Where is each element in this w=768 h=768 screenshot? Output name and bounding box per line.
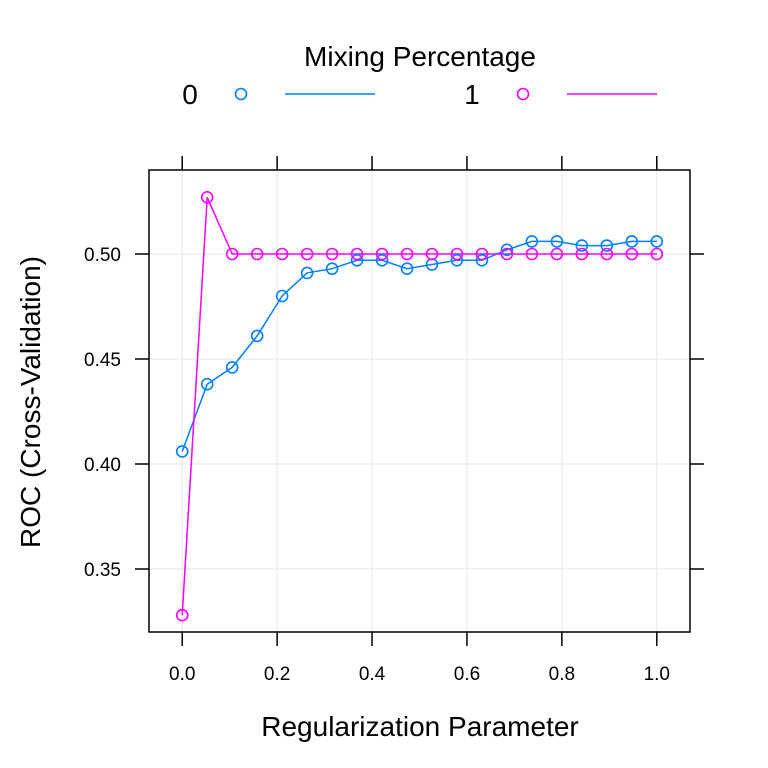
series-0-point [525, 235, 539, 248]
series-0-point [375, 253, 389, 267]
series-1-point [650, 247, 664, 261]
series-0-line [181, 240, 657, 452]
series-1-point [325, 247, 339, 261]
x-tick-label: 0.0 [169, 664, 195, 685]
legend-label-0: 0 [182, 79, 198, 110]
y-axis-label: ROC (Cross-Validation) [15, 256, 46, 548]
series-1-point [500, 247, 514, 261]
y-tick-label: 0.50 [84, 245, 121, 266]
series-1-point [300, 247, 314, 261]
plot-border [148, 169, 691, 633]
legend-title: Mixing Percentage [304, 41, 536, 72]
series-1-point [400, 247, 414, 261]
x-tick-label: 0.2 [264, 664, 290, 685]
series-1-point [175, 608, 189, 622]
legend-marker-0 [234, 87, 248, 101]
series-1-point [450, 247, 464, 261]
series-0-point [400, 262, 414, 276]
x-axis-label: Regularization Parameter [261, 711, 579, 742]
series-0-point [350, 253, 364, 267]
series-1-point [425, 247, 439, 261]
series-0-point [650, 235, 664, 248]
series-0-point [500, 243, 514, 257]
series-0-point [550, 235, 564, 248]
series-0-point [250, 329, 264, 343]
legend: Mixing Percentage 0 1 [182, 41, 657, 110]
series-0-point [450, 253, 464, 267]
series-0-point [200, 377, 214, 391]
series-1-line [181, 196, 657, 616]
series-1-point [625, 247, 639, 261]
legend-label-1: 1 [464, 79, 480, 110]
series-1-point [375, 247, 389, 261]
y-tick-label: 0.35 [84, 560, 121, 581]
x-tick-label: 0.6 [454, 664, 480, 685]
series-1-point [575, 247, 589, 261]
series-1-point [350, 247, 364, 261]
series-0-point [475, 253, 489, 267]
series-0-point [625, 235, 639, 248]
series-1-point [225, 247, 239, 261]
series-0-point [325, 262, 339, 276]
series-points [175, 191, 664, 622]
series-1-point [475, 247, 489, 261]
series-1-point [200, 191, 214, 204]
series-1-point [275, 247, 289, 261]
series-1-point [550, 247, 564, 261]
series-0-point [275, 289, 289, 303]
plot-frame [148, 169, 691, 633]
x-tick-label: 1.0 [644, 664, 670, 685]
x-tick-label: 0.8 [549, 664, 575, 685]
series-0-point [225, 361, 239, 374]
series-0-point [600, 239, 614, 252]
legend-marker-1 [516, 87, 530, 101]
axis-ticks: 0.0 0.2 0.4 0.6 0.8 1.0 0.35 0.40 0.45 0.50 [84, 156, 704, 685]
x-tick-label: 0.4 [359, 664, 386, 685]
series-1-point [525, 247, 539, 261]
series-1-point [250, 247, 264, 261]
y-tick-label: 0.45 [84, 350, 121, 371]
series-0-point [575, 239, 589, 252]
grid [149, 170, 690, 632]
series-0-point [175, 445, 189, 458]
series-lines [181, 196, 657, 616]
series-0-point [300, 266, 314, 280]
y-tick-label: 0.40 [84, 455, 121, 476]
series-1-point [600, 247, 614, 261]
